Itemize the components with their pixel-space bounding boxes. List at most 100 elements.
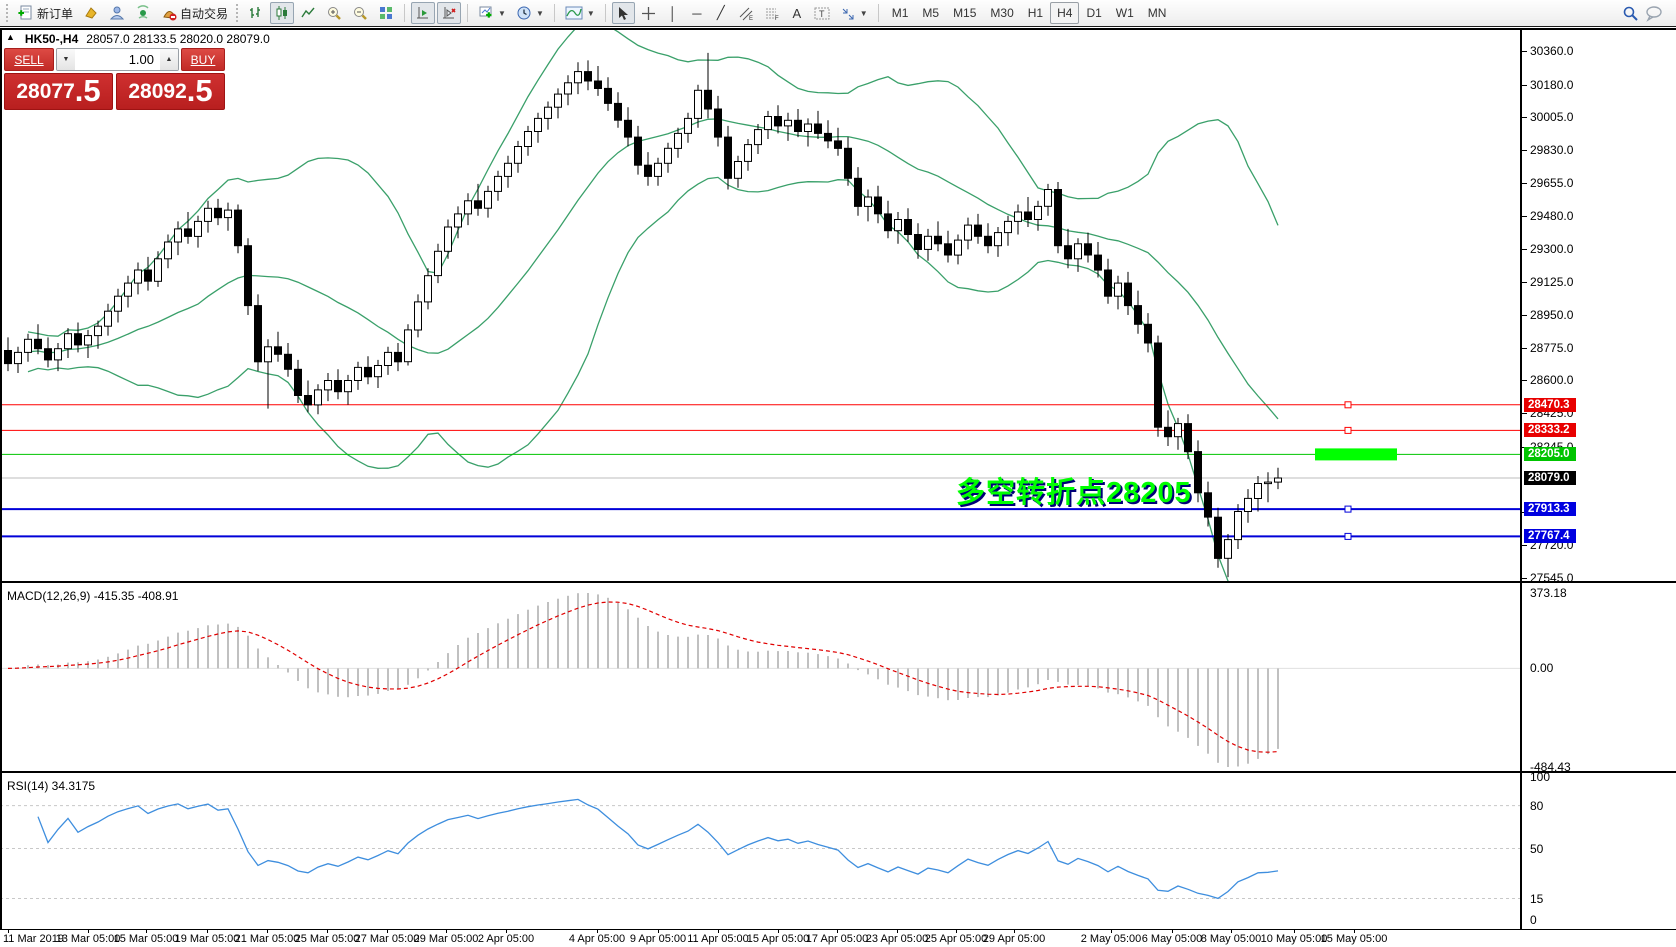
tile-windows-button[interactable] — [374, 2, 398, 24]
volume-increase-button[interactable]: ▲ — [160, 49, 178, 70]
time-axis[interactable]: 11 Mar 2019 13 Mar 05:00 15 Mar 05:00 19 Ma… — [0, 930, 1676, 947]
candle-body — [964, 224, 972, 241]
time-tick-label: 19 Mar 05:00 — [174, 933, 240, 945]
volume-decrease-button[interactable]: ▼ — [57, 49, 75, 70]
new-chart-dropdown[interactable]: ▼ — [474, 2, 510, 24]
price-tick-label: 30180.0 — [1530, 78, 1574, 92]
candle-body — [144, 269, 152, 282]
candle-body — [234, 209, 242, 247]
text-tool-button[interactable]: A — [786, 2, 808, 24]
auto-trading-button[interactable]: 自动交易 — [157, 2, 232, 24]
candle-body — [314, 389, 322, 406]
line-chart-button[interactable] — [296, 2, 320, 24]
candle-body — [214, 207, 222, 219]
timeframe-button-M1[interactable]: M1 — [891, 6, 909, 20]
time-tick-label: 4 Apr 05:00 — [568, 933, 626, 945]
candle-body — [444, 226, 452, 252]
pane-separator-macd[interactable] — [0, 581, 1676, 583]
clock-icon — [517, 6, 531, 20]
ask-price[interactable]: 28092 .5 — [116, 73, 225, 110]
candle-body — [64, 333, 72, 350]
candle-body — [884, 213, 892, 232]
sell-button[interactable]: SELL — [4, 48, 54, 71]
buy-button[interactable]: BUY — [181, 48, 225, 71]
auto-trading-label: 自动交易 — [180, 6, 229, 21]
hline-drag-handle[interactable] — [1344, 401, 1352, 409]
toolbar-separator — [604, 4, 606, 22]
candle-body — [254, 305, 262, 363]
new-order-button[interactable]: 新订单 — [14, 2, 77, 24]
gold-badge-button[interactable] — [79, 2, 103, 24]
timeframe-button-MN[interactable]: MN — [1147, 6, 1167, 20]
bar-chart-button[interactable] — [244, 2, 268, 24]
time-tick-label: 25 Apr 05:00 — [924, 933, 988, 945]
chart-canvas[interactable] — [0, 28, 1520, 930]
candle-body — [1014, 211, 1022, 222]
auto-scroll-button[interactable] — [411, 2, 436, 24]
signals-button[interactable] — [131, 2, 155, 24]
candle-body — [384, 351, 392, 366]
timeframe-button-D1[interactable]: D1 — [1086, 6, 1102, 20]
candle-body — [1214, 516, 1222, 559]
candle-body — [824, 132, 832, 142]
vertical-line-tool-button[interactable]: │ — [662, 2, 684, 24]
timeframe-button-H4[interactable]: H4 — [1050, 2, 1080, 24]
candle-body — [904, 219, 912, 235]
time-tick-mark — [1014, 930, 1015, 933]
ask-price-frac: .5 — [186, 73, 213, 108]
price-scale[interactable]: 30360.0 30180.0 30005.0 29830.0 29655.0 29480… — [1522, 28, 1676, 929]
hline-drag-handle[interactable] — [1344, 532, 1352, 540]
timeframe-button-W1[interactable]: W1 — [1115, 6, 1134, 20]
bid-price[interactable]: 28077 .5 — [4, 73, 113, 110]
chat-icon[interactable] — [1645, 5, 1664, 22]
candle-body — [164, 241, 172, 260]
search-icon[interactable] — [1622, 5, 1639, 22]
timeframe-button-M15[interactable]: M15 — [953, 6, 977, 20]
indicators-dropdown[interactable]: ▼ — [561, 2, 599, 24]
channel-tool-button[interactable]: E — [734, 2, 758, 24]
candle-body — [494, 175, 502, 192]
hline-drag-handle[interactable] — [1344, 505, 1352, 513]
price-tick-label: 28775.0 — [1530, 341, 1574, 355]
candle-body — [1044, 189, 1052, 207]
periods-dropdown[interactable]: ▼ — [512, 2, 548, 24]
chart-shift-button[interactable] — [437, 2, 462, 24]
cursor-tool-button[interactable] — [611, 2, 635, 24]
timeframe-button-H1[interactable]: H1 — [1027, 6, 1044, 20]
arrows-dropdown[interactable]: ▼ — [836, 2, 872, 24]
highlight-rectangle[interactable] — [1315, 448, 1397, 461]
gold-badge-icon — [85, 7, 97, 19]
candle-body — [374, 365, 382, 378]
chart-ohlc-values: 28057.0 28133.5 28020.0 28079.0 — [86, 32, 270, 46]
line-chart-icon — [301, 7, 315, 18]
time-tick-mark — [597, 930, 598, 933]
price-tick-label: 29480.0 — [1530, 209, 1574, 223]
crosshair-tool-button[interactable] — [637, 2, 660, 24]
horizontal-line-tool-button[interactable]: ─ — [686, 2, 708, 24]
pane-separator-rsi[interactable] — [0, 771, 1676, 773]
bollinger-band-line — [27, 30, 1279, 337]
zoom-in-button[interactable] — [322, 2, 346, 24]
toolbar: 新订单 自动交易 ▼ ▼ — [0, 0, 1676, 27]
candle-body — [594, 80, 602, 89]
candle-body — [844, 147, 852, 179]
trendline-tool-button[interactable]: ╱ — [710, 2, 732, 24]
collapse-icon[interactable]: ▲ — [6, 32, 15, 42]
label-tool-button[interactable]: T — [810, 2, 834, 24]
fibonacci-tool-button[interactable]: F — [760, 2, 784, 24]
candle-body — [124, 282, 132, 297]
candlestick-chart-button[interactable] — [270, 2, 295, 24]
volume-value[interactable]: 1.00 — [128, 52, 154, 67]
trader-profile-button[interactable] — [105, 2, 129, 24]
timeframe-button-M5[interactable]: M5 — [922, 6, 940, 20]
time-tick-mark — [897, 930, 898, 933]
candle-body — [514, 146, 522, 164]
candle-body — [54, 348, 62, 361]
hline-drag-handle[interactable] — [1344, 426, 1352, 434]
price-tick-mark — [1522, 249, 1527, 250]
candlestick-chart-icon — [276, 6, 288, 20]
candle-body — [734, 161, 742, 179]
zoom-out-button[interactable] — [348, 2, 372, 24]
timeframe-button-M30[interactable]: M30 — [990, 6, 1014, 20]
candle-body — [784, 119, 792, 127]
